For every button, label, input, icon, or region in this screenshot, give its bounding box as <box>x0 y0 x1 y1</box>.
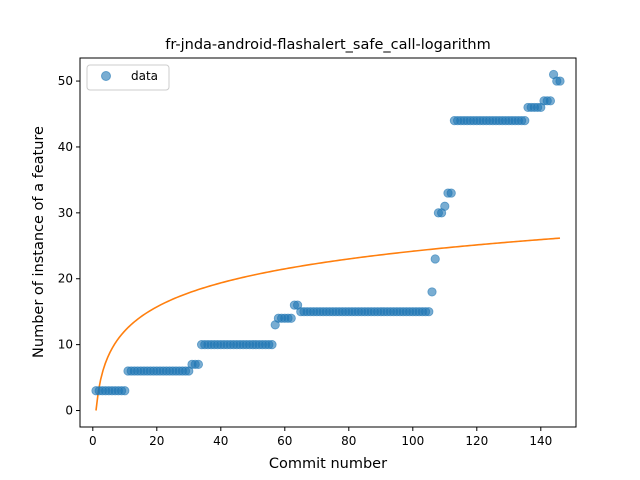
y-tick-label: 30 <box>58 206 73 220</box>
legend: data <box>86 64 170 91</box>
data-point <box>424 307 434 317</box>
y-axis-label: Number of instance of a feature <box>31 126 47 358</box>
y-tick-label: 50 <box>58 74 73 88</box>
fit-layer <box>95 237 561 411</box>
y-tick-label: 40 <box>58 140 73 154</box>
data-point <box>545 96 556 106</box>
y-tick-label: 0 <box>65 404 73 418</box>
x-tick-label: 100 <box>401 434 424 448</box>
data-point <box>555 76 565 86</box>
fit-line <box>95 237 561 411</box>
data-point <box>120 386 130 396</box>
data-point <box>286 313 296 323</box>
x-tick-label: 0 <box>89 434 97 448</box>
x-tick-label: 140 <box>529 434 552 448</box>
chart-title: fr-jnda-android-flashalert_safe_call-log… <box>165 37 491 53</box>
data-point <box>440 201 450 211</box>
legend-marker <box>101 71 111 81</box>
x-tick-label: 20 <box>149 434 164 448</box>
data-point <box>520 115 530 126</box>
y-tick-label: 10 <box>58 338 73 352</box>
x-tick-label: 120 <box>465 434 488 448</box>
y-ticks: 0 10 20 30 40 50 <box>58 74 80 418</box>
points-layer <box>91 69 565 396</box>
x-tick-label: 80 <box>341 434 356 448</box>
y-tick-label: 20 <box>58 272 73 286</box>
data-point <box>446 188 456 198</box>
x-tick-label: 40 <box>213 434 228 448</box>
axes-frame <box>79 57 577 428</box>
x-axis-label: Commit number <box>269 456 387 472</box>
data-point <box>193 359 203 370</box>
legend-label: data <box>131 69 158 83</box>
data-point <box>430 254 440 264</box>
x-ticks: 0 20 40 60 80 100 120 140 <box>89 427 552 448</box>
data-point <box>267 340 277 350</box>
data-point <box>427 287 437 297</box>
x-tick-label: 60 <box>277 434 292 448</box>
